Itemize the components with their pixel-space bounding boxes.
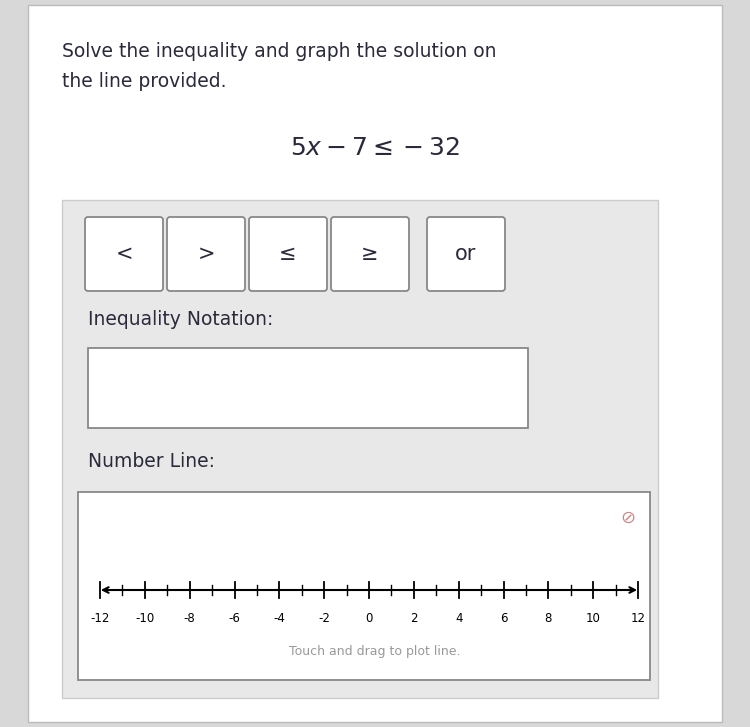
Text: -10: -10 bbox=[135, 612, 154, 625]
Text: ≥: ≥ bbox=[362, 244, 379, 264]
Text: 8: 8 bbox=[544, 612, 552, 625]
Bar bbox=[62, 200, 658, 698]
FancyBboxPatch shape bbox=[427, 217, 505, 291]
FancyBboxPatch shape bbox=[85, 217, 163, 291]
FancyBboxPatch shape bbox=[249, 217, 327, 291]
Text: Number Line:: Number Line: bbox=[88, 452, 215, 471]
Bar bbox=[88, 348, 528, 428]
Text: -12: -12 bbox=[90, 612, 110, 625]
Text: 10: 10 bbox=[586, 612, 601, 625]
Text: Touch and drag to plot line.: Touch and drag to plot line. bbox=[290, 645, 460, 658]
Text: Solve the inequality and graph the solution on: Solve the inequality and graph the solut… bbox=[62, 42, 497, 61]
Text: 6: 6 bbox=[500, 612, 507, 625]
Text: >: > bbox=[197, 244, 214, 264]
Text: -2: -2 bbox=[318, 612, 330, 625]
Text: $5x - 7 \leq -32$: $5x - 7 \leq -32$ bbox=[290, 136, 460, 160]
Bar bbox=[78, 492, 650, 680]
Text: 2: 2 bbox=[410, 612, 418, 625]
Text: ≤: ≤ bbox=[279, 244, 297, 264]
FancyBboxPatch shape bbox=[331, 217, 409, 291]
FancyBboxPatch shape bbox=[167, 217, 245, 291]
Text: 12: 12 bbox=[631, 612, 646, 625]
Text: 4: 4 bbox=[455, 612, 463, 625]
Text: Inequality Notation:: Inequality Notation: bbox=[88, 310, 273, 329]
Text: or: or bbox=[455, 244, 477, 264]
Text: the line provided.: the line provided. bbox=[62, 72, 226, 91]
Text: <: < bbox=[116, 244, 133, 264]
Text: -6: -6 bbox=[229, 612, 241, 625]
Text: -8: -8 bbox=[184, 612, 196, 625]
Text: ⊘: ⊘ bbox=[620, 509, 635, 527]
Text: 0: 0 bbox=[365, 612, 373, 625]
Text: -4: -4 bbox=[274, 612, 285, 625]
